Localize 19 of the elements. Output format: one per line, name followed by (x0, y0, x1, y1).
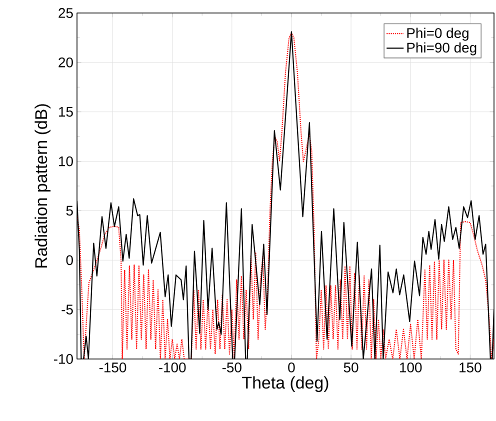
x-tick-label: -100 (158, 362, 186, 372)
x-tick-label: -50 (222, 362, 242, 372)
y-tick-label: 5 (66, 206, 73, 216)
y-tick-label: 25 (58, 8, 73, 18)
x-tick-label: 100 (400, 362, 422, 372)
y-tick-label: -5 (62, 304, 73, 314)
legend-label: Phi=90 deg (407, 42, 476, 56)
legend-label: Phi=0 deg (407, 28, 468, 41)
y-tick-label: 0 (66, 255, 73, 266)
x-axis-title: Theta (deg) (242, 376, 328, 392)
x-tick-label: -150 (99, 362, 126, 372)
y-axis-title: Radiation pattern (dB) (34, 104, 50, 268)
x-tick-label: 0 (288, 362, 295, 372)
x-tick-label: 150 (460, 362, 482, 372)
x-tick-label: 50 (344, 362, 358, 372)
y-tick-label: 10 (59, 156, 73, 166)
y-tick-label: -10 (54, 354, 73, 364)
y-tick-label: 15 (59, 106, 73, 117)
y-tick-label: 20 (58, 57, 73, 68)
